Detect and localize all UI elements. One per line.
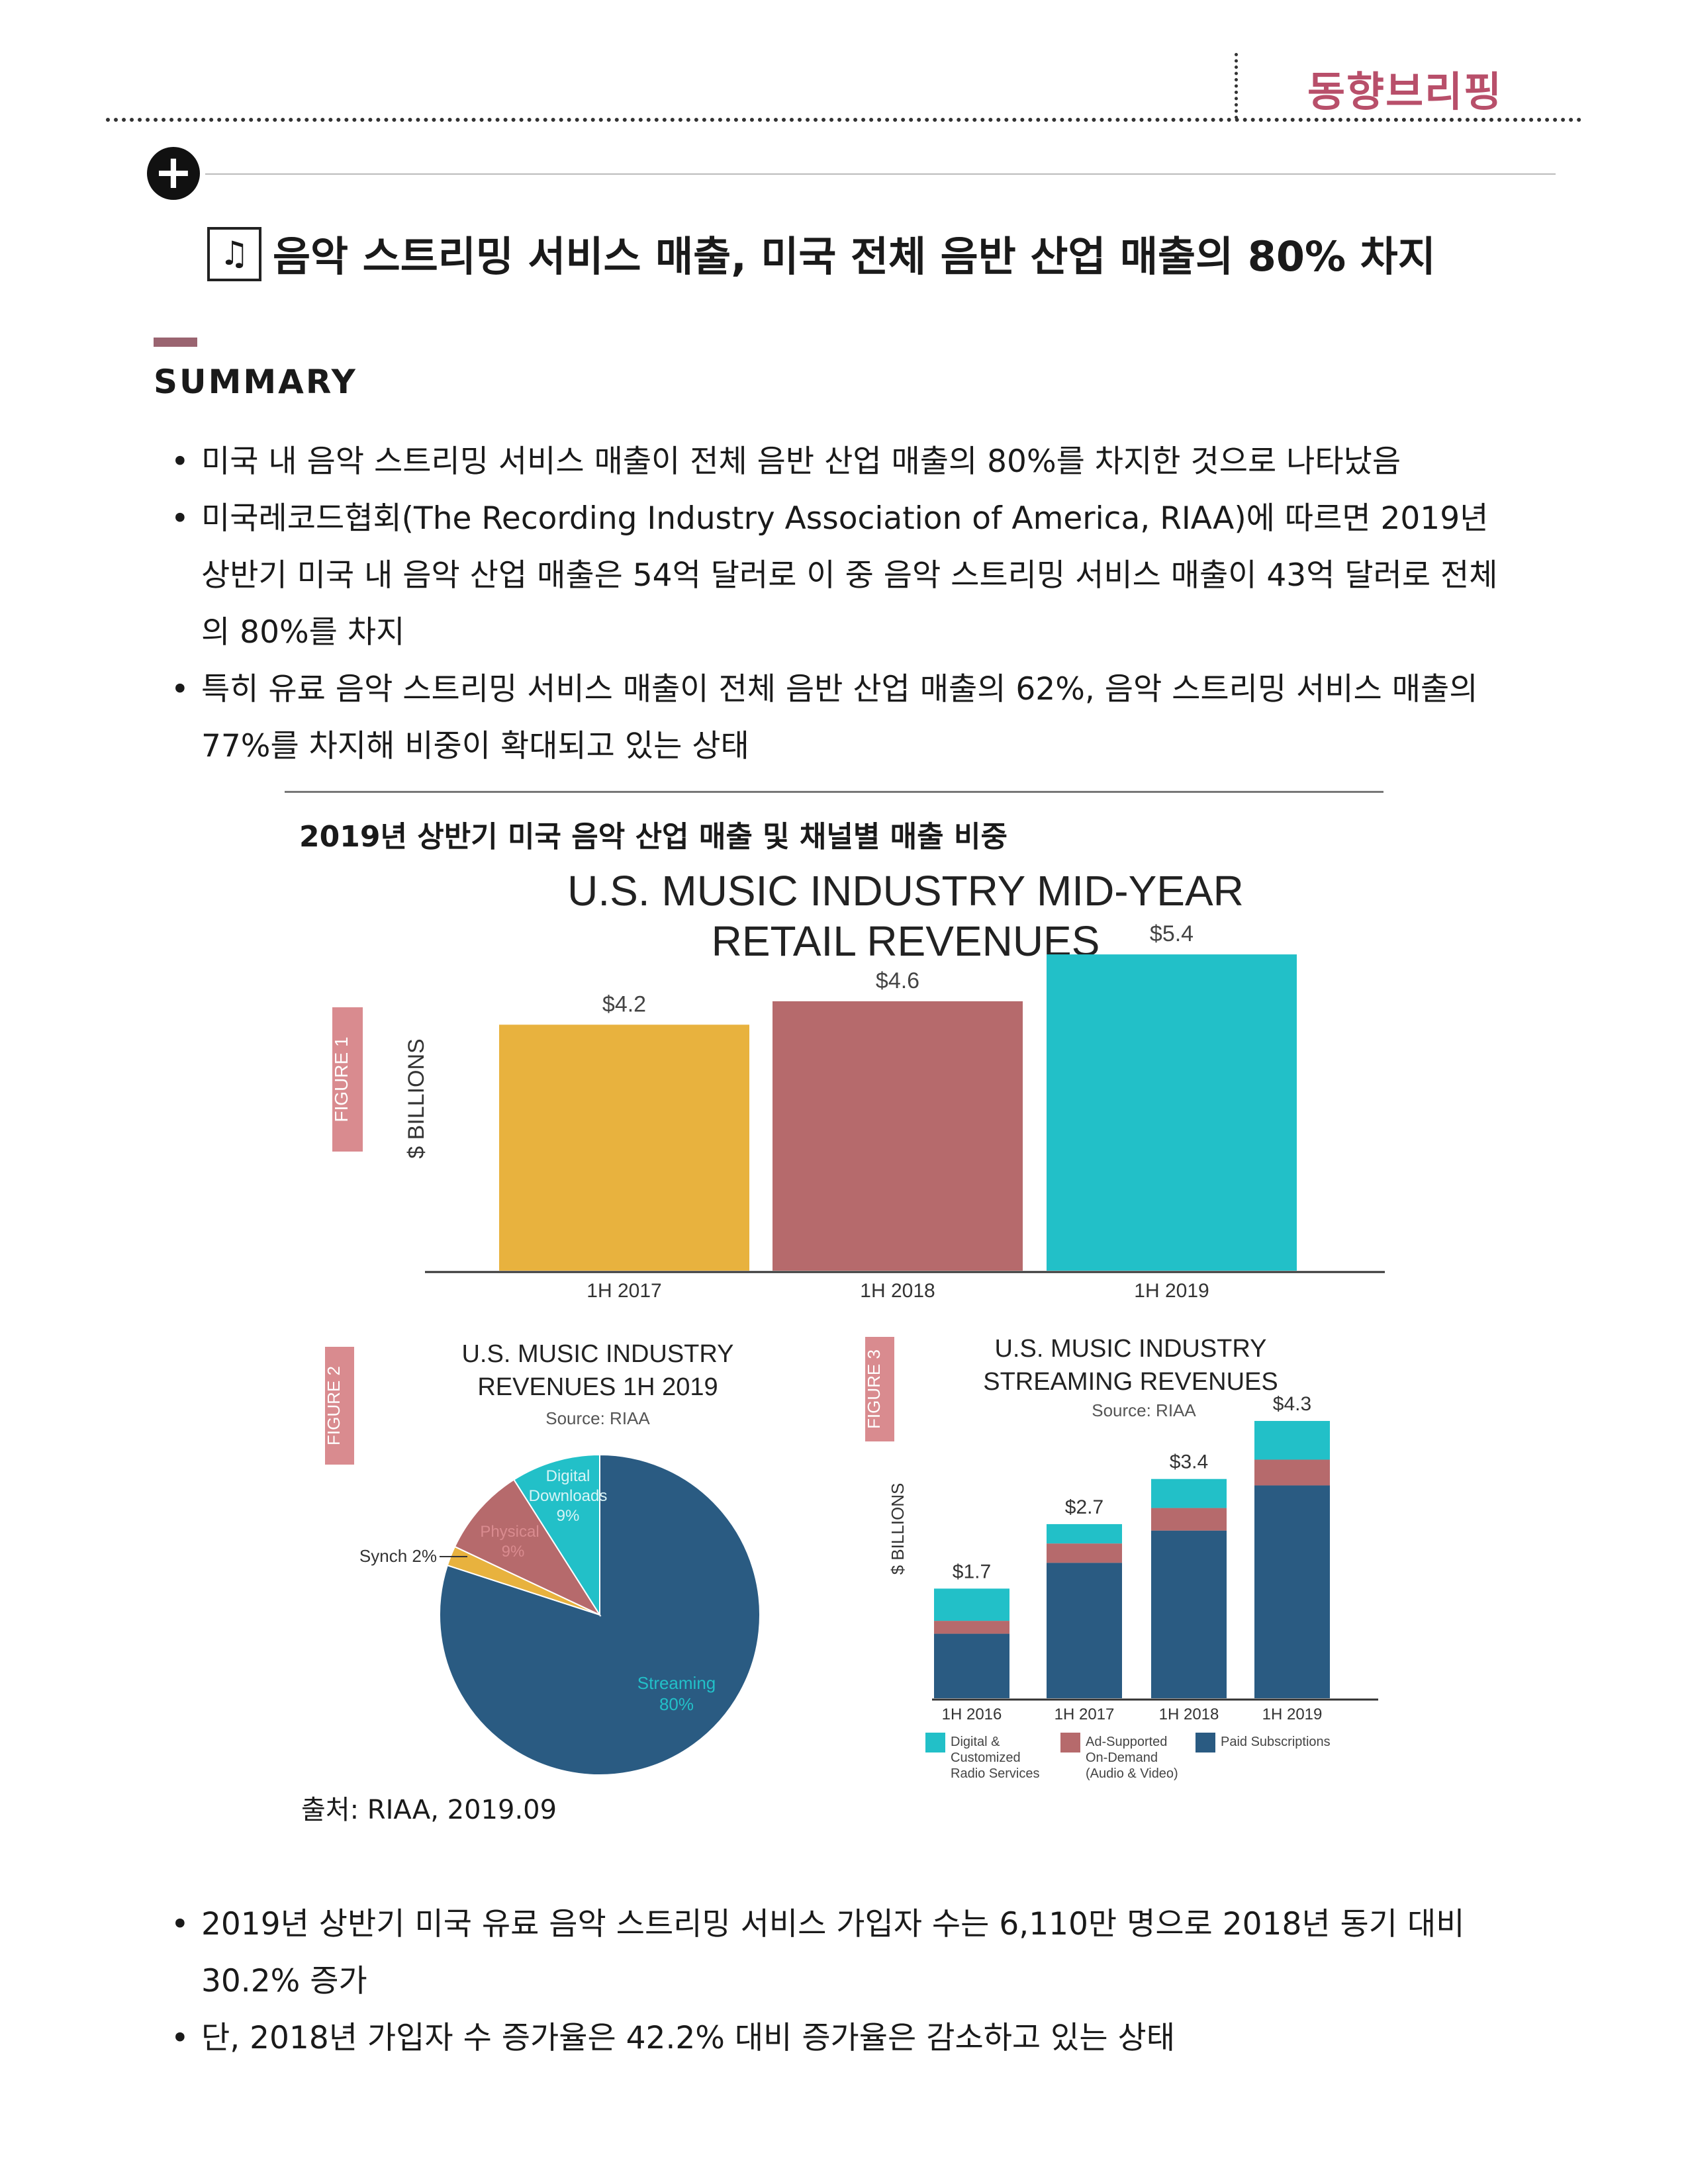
pie-slice xyxy=(439,1453,761,1776)
legend-label: Customized xyxy=(951,1751,1021,1765)
summary-bullet: 특히 유료 음악 스트리밍 서비스 매출이 전체 음반 산업 매출의 62%, … xyxy=(171,661,1515,775)
slice-label: Streaming xyxy=(637,1673,716,1693)
bottom-bullet: 2019년 상반기 미국 유료 음악 스트리밍 서비스 가입자 수는 6,110… xyxy=(171,1896,1515,2010)
summary-accent-bar xyxy=(154,338,197,347)
bar xyxy=(1047,954,1297,1271)
figure-label: FIGURE 1 xyxy=(331,1036,352,1122)
bar-total-label: $4.3 xyxy=(1273,1393,1311,1415)
figure-label-tab xyxy=(865,1337,894,1441)
stacked-bar-segment xyxy=(1047,1524,1122,1544)
legend-label: Paid Subscriptions xyxy=(1221,1735,1331,1749)
x-tick-label: 1H 2018 xyxy=(860,1280,935,1302)
stacked-bar-segment xyxy=(1254,1485,1330,1698)
bar xyxy=(773,1001,1023,1271)
header-section-label: 동향브리핑 xyxy=(1307,68,1503,116)
chart-subtitle: Source: RIAA xyxy=(545,1408,650,1428)
plus-icon: + xyxy=(147,147,200,200)
chart-title-line: STREAMING REVENUES xyxy=(983,1368,1278,1396)
x-tick-label: 1H 2018 xyxy=(1159,1706,1219,1723)
legend-label: On-Demand xyxy=(1086,1751,1158,1765)
stacked-bar-segment xyxy=(1151,1479,1227,1508)
stacked-bar-segment xyxy=(1254,1459,1330,1486)
slice-label: Digital xyxy=(546,1467,590,1485)
title-rule xyxy=(205,173,1556,175)
legend-swatch xyxy=(1196,1733,1215,1752)
bar-total-label: $3.4 xyxy=(1170,1451,1208,1473)
bar-value-label: $4.6 xyxy=(876,968,919,993)
header-dotted-rule xyxy=(106,118,1582,122)
chart-title-line: U.S. MUSIC INDUSTRY MID-YEAR xyxy=(567,867,1244,915)
x-tick-label: 1H 2019 xyxy=(1134,1280,1209,1302)
stacked-bar-segment xyxy=(934,1621,1009,1634)
summary-bullet: 미국 내 음악 스트리밍 서비스 매출이 전체 음반 산업 매출의 80%를 차… xyxy=(171,433,1515,490)
x-tick-label: 1H 2017 xyxy=(1055,1706,1115,1723)
stacked-bar-segment xyxy=(1047,1563,1122,1698)
bar-total-label: $1.7 xyxy=(953,1561,991,1582)
chart-title-line: REVENUES 1H 2019 xyxy=(477,1373,718,1401)
figure-label-tab xyxy=(325,1347,354,1465)
y-axis-label: $ BILLIONS xyxy=(888,1483,908,1575)
figure-label: FIGURE 2 xyxy=(324,1366,344,1445)
slice-pct-label: 80% xyxy=(659,1694,694,1714)
figure-3: FIGURE 3 U.S. MUSIC INDUSTRY STREAMING R… xyxy=(864,1335,1378,1781)
bar-total-label: $2.7 xyxy=(1065,1496,1103,1518)
legend-swatch xyxy=(925,1733,945,1752)
pie-slice xyxy=(512,1453,600,1617)
article-title: 음악 스트리밍 서비스 매출, 미국 전체 음반 산업 매출의 80% 차지 xyxy=(273,232,1436,281)
figure-2: FIGURE 2 U.S. MUSIC INDUSTRY REVENUES 1H… xyxy=(324,1340,761,1776)
legend-swatch xyxy=(1060,1733,1080,1752)
stacked-bar-segment xyxy=(934,1633,1009,1698)
legend-label: Radio Services xyxy=(951,1766,1040,1781)
chart-title-line: RETAIL REVENUES xyxy=(712,917,1100,965)
stacked-bar-segment xyxy=(934,1588,1009,1621)
stacked-bar-segment xyxy=(1047,1543,1122,1563)
chart-subtitle: Source: RIAA xyxy=(1092,1400,1196,1420)
slice-label: Downloads xyxy=(529,1487,608,1505)
slice-label: Synch 2% xyxy=(359,1546,437,1566)
slice-pct-label: 9% xyxy=(557,1507,580,1525)
chart-caption: 2019년 상반기 미국 음악 산업 매출 및 채널별 매출 비중 xyxy=(299,820,1008,854)
bar xyxy=(499,1024,749,1271)
source-note: 출처: RIAA, 2019.09 xyxy=(301,1795,557,1825)
slice-pct-label: 9% xyxy=(502,1543,525,1561)
x-tick-label: 1H 2016 xyxy=(942,1706,1002,1723)
summary-heading: SUMMARY xyxy=(154,363,357,401)
bottom-bullet: 단, 2018년 가입자 수 증가율은 42.2% 대비 증가율은 감소하고 있… xyxy=(171,2010,1515,2067)
x-tick-label: 1H 2019 xyxy=(1262,1706,1323,1723)
legend-label: Ad-Supported xyxy=(1086,1735,1167,1749)
summary-bullet: 미국레코드협회(The Recording Industry Associati… xyxy=(171,490,1515,661)
chart-title-line: U.S. MUSIC INDUSTRY xyxy=(994,1335,1266,1363)
y-axis-label: $ BILLIONS xyxy=(404,1038,429,1158)
figure-label: FIGURE 3 xyxy=(864,1349,884,1429)
slice-label: Physical xyxy=(480,1523,539,1541)
legend-label: Digital & xyxy=(951,1735,1000,1749)
figure-1: FIGURE 1 U.S. MUSIC INDUSTRY MID-YEAR RE… xyxy=(331,867,1385,1302)
bar-value-label: $5.4 xyxy=(1150,921,1194,946)
chart-title-line: U.S. MUSIC INDUSTRY xyxy=(461,1340,733,1368)
stacked-bar-segment xyxy=(1151,1530,1227,1698)
x-tick-label: 1H 2017 xyxy=(586,1280,661,1302)
stacked-bar-segment xyxy=(1254,1421,1330,1460)
summary-bullets: 미국 내 음악 스트리밍 서비스 매출이 전체 음반 산업 매출의 80%를 차… xyxy=(171,433,1515,775)
music-note-icon: ♫ xyxy=(207,227,261,281)
legend-label: (Audio & Video) xyxy=(1086,1766,1178,1781)
bottom-bullets: 2019년 상반기 미국 유료 음악 스트리밍 서비스 가입자 수는 6,110… xyxy=(171,1896,1515,2067)
pie-slice xyxy=(453,1479,602,1617)
bar-value-label: $4.2 xyxy=(602,991,646,1017)
figure-label-tab xyxy=(332,1007,363,1152)
header-divider xyxy=(1235,53,1238,119)
section-divider xyxy=(285,791,1383,793)
stacked-bar-segment xyxy=(1151,1508,1227,1531)
